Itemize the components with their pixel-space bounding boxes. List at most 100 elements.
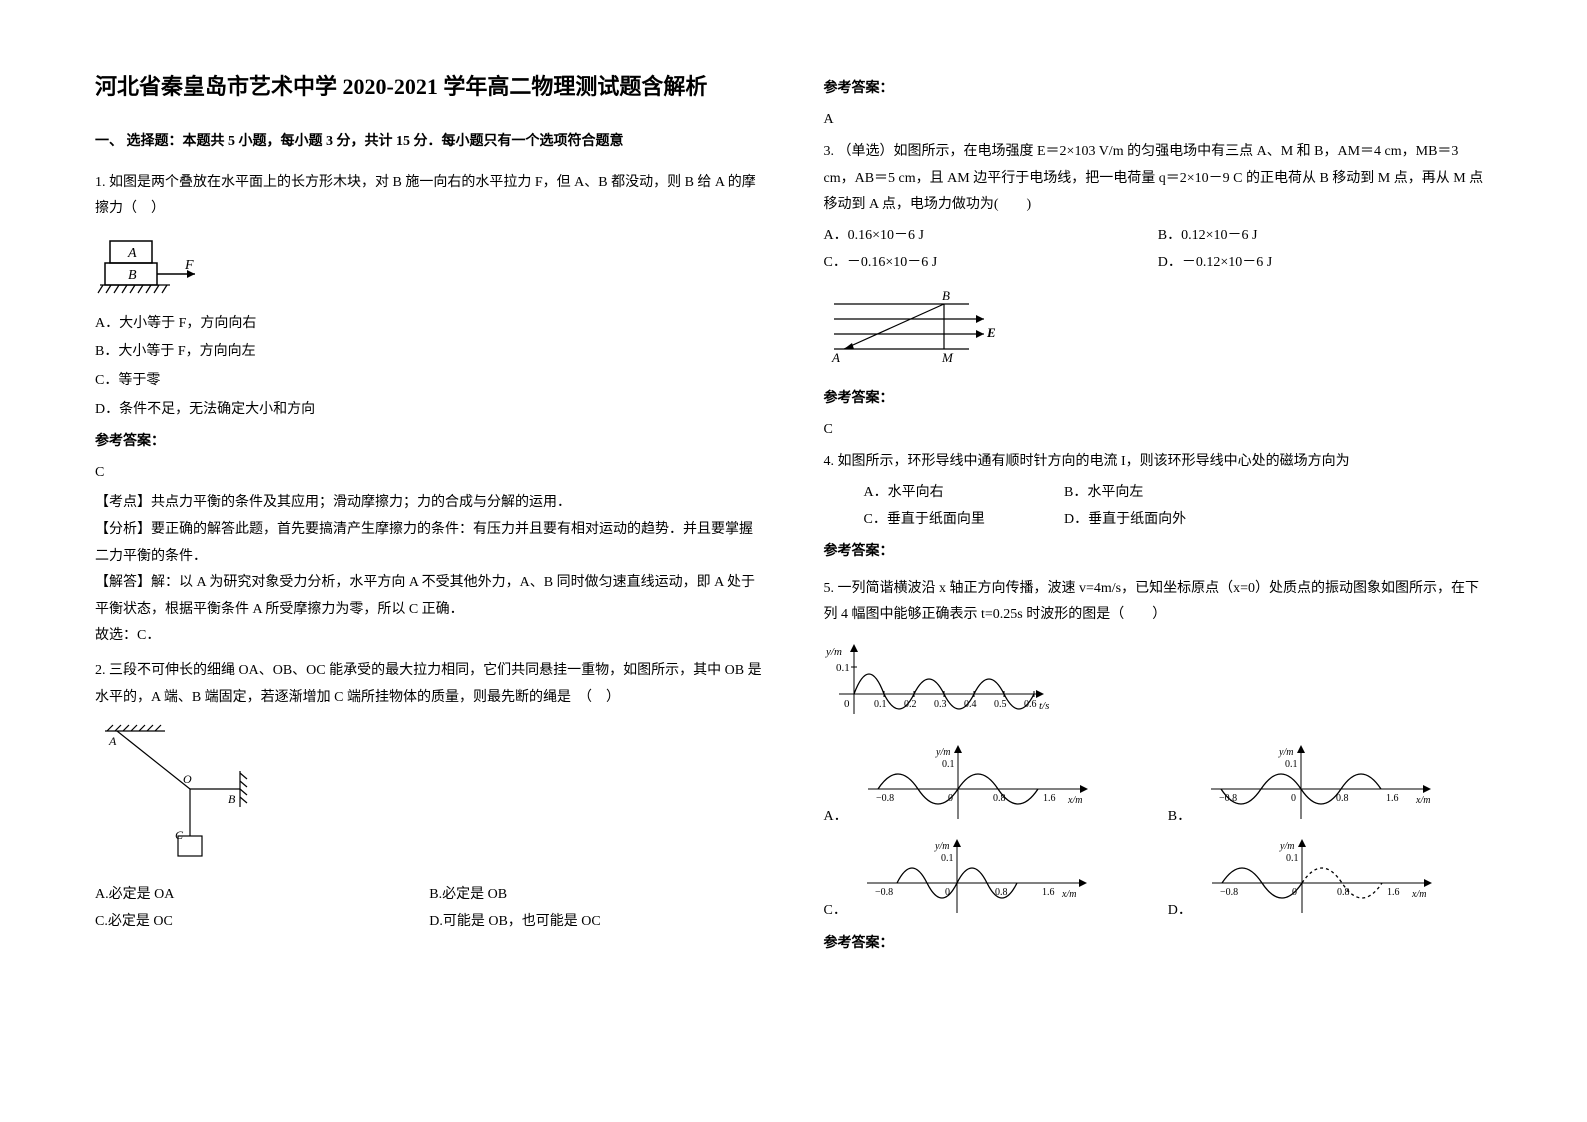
left-column: 河北省秦皇岛市艺术中学 2020-2021 学年高二物理测试题含解析 一、 选择…	[95, 70, 764, 1092]
svg-text:0.1: 0.1	[1286, 853, 1299, 864]
svg-text:0.8: 0.8	[993, 793, 1006, 804]
page-title: 河北省秦皇岛市艺术中学 2020-2021 学年高二物理测试题含解析	[95, 70, 764, 103]
q2-ans-label: 参考答案：	[824, 76, 1493, 103]
q2-opt-b: B.必定是 OB	[429, 882, 763, 909]
q5-opt-a: A．	[824, 804, 848, 831]
q1-fig-b: B	[128, 268, 137, 283]
q4-opt-a: A．水平向右	[864, 480, 1065, 507]
svg-text:0.6: 0.6	[1024, 699, 1037, 710]
q5-opt-b: B．	[1168, 804, 1191, 831]
q5-ylabel: y/m	[825, 646, 842, 658]
q3-opt-a: A．0.16×10－6 J	[824, 223, 1158, 250]
q5-row2: C． y/m 0.1 −0.8 0 0.8 1.6 x/m D．	[824, 835, 1493, 925]
q3-fig-a: A	[831, 350, 840, 365]
q3-opt-c: C．－0.16×10－6 J	[824, 250, 1158, 277]
svg-text:x/m: x/m	[1067, 795, 1082, 806]
q1-exp1: 【考点】共点力平衡的条件及其应用；滑动摩擦力；力的合成与分解的运用．	[95, 490, 764, 517]
svg-text:y/m: y/m	[1279, 841, 1294, 852]
q5-stem: 5. 一列简谐横波沿 x 轴正方向传播，波速 v=4m/s，已知坐标原点（x=0…	[824, 576, 1493, 629]
q2-fig-o: O	[183, 772, 192, 786]
q4-stem: 4. 如图所示，环形导线中通有顺时针方向的电流 I，则该环形导线中心处的磁场方向…	[824, 449, 1493, 476]
svg-text:0.2: 0.2	[904, 699, 917, 710]
svg-text:0.1: 0.1	[941, 853, 954, 864]
svg-text:−0.8: −0.8	[876, 793, 894, 804]
q3-ans: C	[824, 417, 1493, 444]
q3-figure: A B M E	[824, 284, 1493, 374]
svg-text:1.6: 1.6	[1387, 887, 1400, 898]
q3-opts-row2: C．－0.16×10－6 J D．－0.12×10－6 J	[824, 250, 1493, 277]
q1-ans: C	[95, 460, 764, 487]
q5-ans-label: 参考答案：	[824, 931, 1493, 958]
q1-figure: A B F	[95, 233, 764, 303]
q1-stem: 1. 如图是两个叠放在水平面上的长方形木块，对 B 施一向右的水平拉力 F，但 …	[95, 170, 764, 223]
svg-text:y/m: y/m	[934, 841, 949, 852]
q4-opt-c: C．垂直于纸面向里	[864, 507, 1065, 534]
svg-text:x/m: x/m	[1061, 889, 1076, 900]
q4-ans-label: 参考答案：	[824, 539, 1493, 566]
q3-fig-m: M	[941, 350, 954, 365]
svg-text:x/m: x/m	[1415, 795, 1430, 806]
svg-text:0: 0	[1292, 887, 1297, 898]
q1-exp4: 故选：C．	[95, 623, 764, 650]
q2-fig-c: C	[175, 828, 184, 842]
q2-opt-d: D.可能是 OB，也可能是 OC	[429, 909, 763, 936]
q1-exp3: 【解答】解：以 A 为研究对象受力分析，水平方向 A 不受其他外力，A、B 同时…	[95, 570, 764, 623]
q2-stem: 2. 三段不可伸长的细绳 OA、OB、OC 能承受的最大拉力相同，它们共同悬挂一…	[95, 658, 764, 711]
q3-opts-row1: A．0.16×10－6 J B．0.12×10－6 J	[824, 223, 1493, 250]
q1-exp2: 【分析】要正确的解答此题，首先要搞清产生摩擦力的条件：有压力并且要有相对运动的趋…	[95, 517, 764, 570]
svg-text:0.3: 0.3	[934, 699, 947, 710]
svg-text:y/m: y/m	[935, 747, 950, 758]
svg-text:1.6: 1.6	[1386, 793, 1399, 804]
q1-opt-a: A．大小等于 F，方向向右	[95, 311, 764, 338]
q4-opt-b: B．水平向左	[1064, 480, 1265, 507]
q1-ans-label: 参考答案：	[95, 429, 764, 456]
q1-opt-c: C．等于零	[95, 368, 764, 395]
svg-text:0.5: 0.5	[994, 699, 1007, 710]
q3-fig-e: E	[986, 325, 996, 340]
q1-fig-f: F	[184, 258, 194, 273]
svg-text:−0.8: −0.8	[1219, 793, 1237, 804]
section-heading: 一、 选择题：本题共 5 小题，每小题 3 分，共计 15 分．每小题只有一个选…	[95, 129, 764, 156]
svg-text:0.8: 0.8	[1337, 887, 1350, 898]
q4-opt-d: D．垂直于纸面向外	[1064, 507, 1265, 534]
q2-ans: A	[824, 107, 1493, 134]
svg-text:y/m: y/m	[1278, 747, 1293, 758]
q3-fig-b: B	[942, 288, 950, 303]
q5-main-figure: y/m 0.1 0 0.1 0.2 0.3 0.4 0.5 0.6 t/s	[824, 639, 1493, 729]
svg-text:−0.8: −0.8	[875, 887, 893, 898]
q5-row1: A． y/m 0.1 −0.8 0 0.8 1.6 x/m B．	[824, 741, 1493, 831]
q2-opt-c: C.必定是 OC	[95, 909, 429, 936]
svg-text:0.4: 0.4	[964, 699, 977, 710]
q1-opt-b: B．大小等于 F，方向向左	[95, 339, 764, 366]
q3-ans-label: 参考答案：	[824, 386, 1493, 413]
q2-opts-row2: C.必定是 OC D.可能是 OB，也可能是 OC	[95, 909, 764, 936]
q1-opt-d: D．条件不足，无法确定大小和方向	[95, 397, 764, 424]
q5-fig-c: y/m 0.1 −0.8 0 0.8 1.6 x/m	[847, 835, 1097, 925]
svg-text:x/m: x/m	[1411, 889, 1426, 900]
q2-opt-a: A.必定是 OA	[95, 882, 429, 909]
q2-opts-row1: A.必定是 OA B.必定是 OB	[95, 882, 764, 909]
q1-fig-a: A	[127, 246, 137, 261]
svg-text:0: 0	[945, 887, 950, 898]
svg-text:1.6: 1.6	[1043, 793, 1056, 804]
q5-fig-a: y/m 0.1 −0.8 0 0.8 1.6 x/m	[848, 741, 1098, 831]
q4-opts-row1: A．水平向右 B．水平向左	[864, 480, 1265, 507]
right-column: 参考答案： A 3. （单选）如图所示，在电场强度 E＝2×103 V/m 的匀…	[824, 70, 1493, 1092]
svg-text:−0.8: −0.8	[1220, 887, 1238, 898]
q5-yval: 0.1	[836, 662, 850, 674]
q3-opt-d: D．－0.12×10－6 J	[1158, 250, 1492, 277]
svg-text:1.6: 1.6	[1042, 887, 1055, 898]
q3-opt-b: B．0.12×10－6 J	[1158, 223, 1492, 250]
svg-text:0.1: 0.1	[942, 759, 955, 770]
svg-text:0.8: 0.8	[1336, 793, 1349, 804]
q2-fig-b: B	[228, 792, 236, 806]
q5-opt-d: D．	[1168, 898, 1192, 925]
svg-text:0.1: 0.1	[1285, 759, 1298, 770]
svg-text:0: 0	[948, 793, 953, 804]
q3-stem: 3. （单选）如图所示，在电场强度 E＝2×103 V/m 的匀强电场中有三点 …	[824, 139, 1493, 219]
q5-opt-c: C．	[824, 898, 847, 925]
q5-xlabel: t/s	[1039, 700, 1049, 712]
q4-opts-row2: C．垂直于纸面向里 D．垂直于纸面向外	[864, 507, 1265, 534]
svg-text:0: 0	[1291, 793, 1296, 804]
q5-fig-b: y/m 0.1 −0.8 0 0.8 1.6 x/m	[1191, 741, 1441, 831]
